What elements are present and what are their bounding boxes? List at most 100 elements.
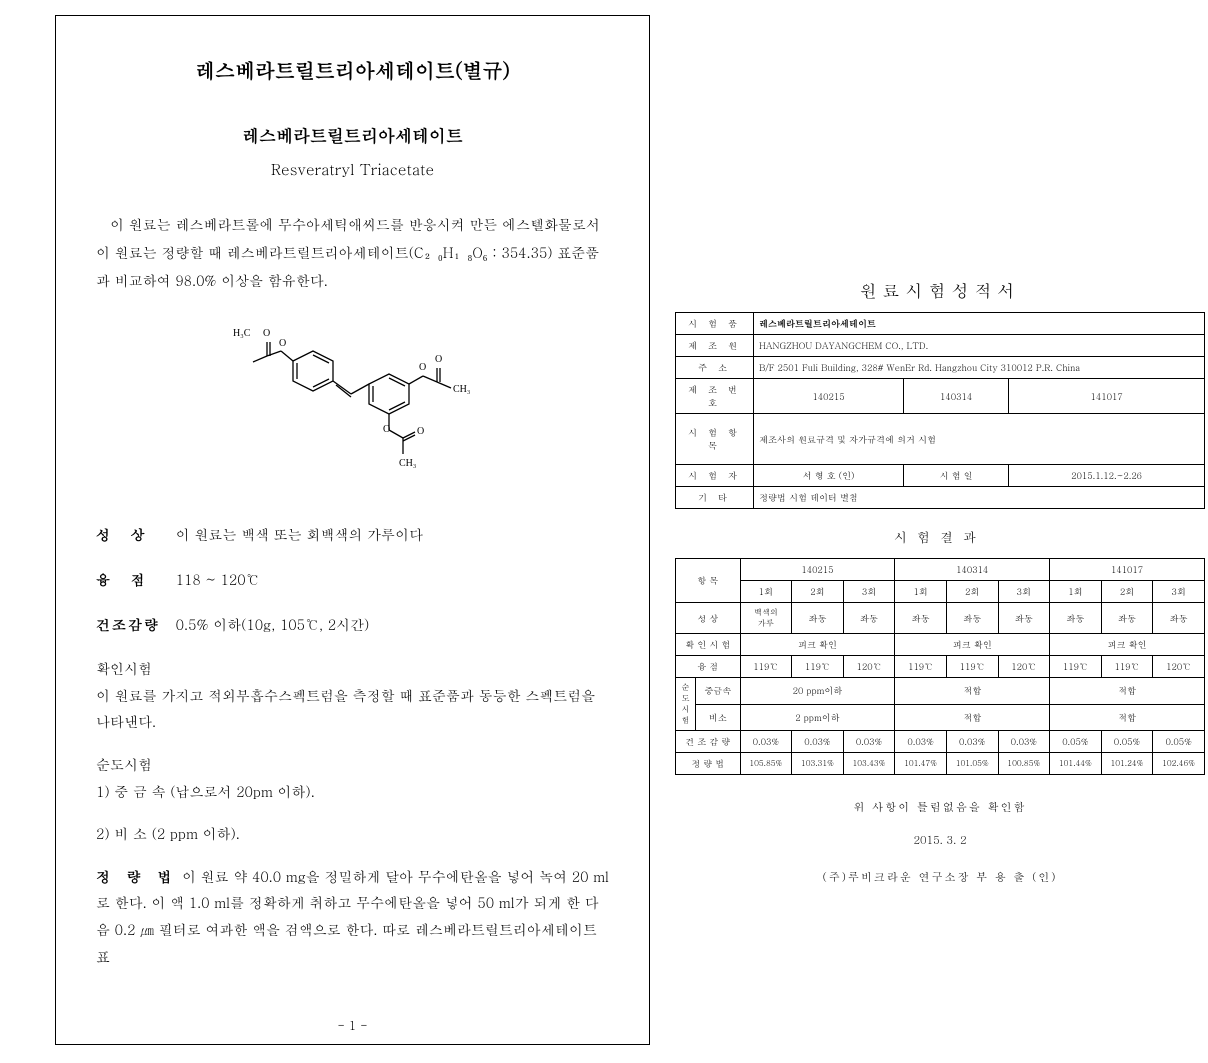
- info-value: 제조사의 원료규격 및 자가규격에 의거 시험: [754, 414, 1205, 465]
- cell: 119℃: [792, 656, 844, 678]
- cell: 0.03%: [998, 731, 1050, 753]
- confirmation-text: 위 사항이 틀림없음을 확인함: [675, 800, 1205, 815]
- table-row: 비소 2 ppm이하 적합 적합: [676, 704, 1205, 731]
- cell: 적합: [895, 678, 1050, 705]
- svg-text:CH₃: CH₃: [453, 384, 470, 395]
- cell: 좌동: [792, 603, 844, 634]
- table-row: 정 량 법 105.85%103.31%103.43% 101.47%101.0…: [676, 753, 1205, 775]
- table-row: 제 조 번 호 140215 140314 141017: [676, 379, 1205, 414]
- svg-text:O: O: [417, 426, 424, 437]
- cell: 101.44%: [1050, 753, 1102, 775]
- info-value: B/F 2501 Fuli Building, 328# WenEr Rd. H…: [754, 357, 1205, 379]
- trial-header: 3회: [843, 581, 895, 603]
- lot-number: 141017: [1009, 379, 1205, 414]
- table-row: 성 상 백색의 가루 좌동좌동 좌동좌동좌동 좌동좌동좌동: [676, 603, 1205, 634]
- page-number: - 1 -: [56, 1015, 649, 1038]
- quantitation-section: 정 량 법 이 원료 약 40.0 mg을 정밀하게 달아 무수에탄올을 넣어 …: [96, 863, 609, 969]
- svg-text:O: O: [419, 362, 426, 373]
- cell: 피크 확인: [740, 634, 895, 656]
- cell: 120℃: [843, 656, 895, 678]
- prop-label: 융 점: [96, 566, 171, 593]
- table-row: 제 조 원HANGZHOU DAYANGCHEM CO., LTD.: [676, 335, 1205, 357]
- cell: 좌동: [1101, 603, 1153, 634]
- row-label: 정 량 법: [676, 753, 741, 775]
- trial-header: 1회: [740, 581, 792, 603]
- cell: 좌동: [1153, 603, 1205, 634]
- cell: 좌동: [843, 603, 895, 634]
- molecule-svg: H₃C O O O O CH₃ O O CH₃: [223, 306, 483, 486]
- cell: 0.03%: [740, 731, 792, 753]
- property-appearance: 성 상 이 원료는 백색 또는 회백색의 가루이다: [96, 521, 609, 548]
- cell: 0.03%: [792, 731, 844, 753]
- cell: 103.31%: [792, 753, 844, 775]
- test-date-label: 시 험 일: [904, 465, 1009, 487]
- lot-number: 140215: [754, 379, 904, 414]
- purity-item-2: 2) 비 소 (2 ppm 이하).: [96, 820, 609, 847]
- cell: 피크 확인: [1050, 634, 1205, 656]
- info-value: HANGZHOU DAYANGCHEM CO., LTD.: [754, 335, 1205, 357]
- cell: 적합: [895, 704, 1050, 731]
- cell: 20 ppm이하: [740, 678, 895, 705]
- cell: 좌동: [998, 603, 1050, 634]
- cell: 0.03%: [843, 731, 895, 753]
- cell: 120℃: [1153, 656, 1205, 678]
- row-group-label: 순도 시험: [676, 678, 696, 731]
- table-row: 시 험 자 서 형 호 (인) 시 험 일 2015.1.12.~2.26: [676, 465, 1205, 487]
- lot-number: 140314: [904, 379, 1009, 414]
- title-main: 레스베라트릴트리아세테이트(별규): [96, 51, 609, 89]
- svg-text:O: O: [263, 328, 270, 339]
- cell: 좌동: [946, 603, 998, 634]
- row-label: 융 점: [676, 656, 741, 678]
- confirm-test-head: 확인시험: [96, 655, 609, 682]
- cell: 백색의 가루: [740, 603, 792, 634]
- cell: 피크 확인: [895, 634, 1050, 656]
- cell: 119℃: [946, 656, 998, 678]
- cell: 100.85%: [998, 753, 1050, 775]
- lot-header: 141017: [1050, 559, 1205, 581]
- cell: 0.05%: [1050, 731, 1102, 753]
- prop-label: 성 상: [96, 521, 171, 548]
- prop-value: 0.5% 이하(10g, 105℃, 2시간): [176, 614, 370, 634]
- info-label: 시 험 품: [676, 313, 754, 335]
- result-title: 시험결과: [675, 527, 1205, 546]
- info-label: 주 소: [676, 357, 754, 379]
- spec-document: 레스베라트릴트리아세테이트(별규) 레스베라트릴트리아세테이트 Resverat…: [55, 15, 650, 1045]
- property-lossdrying: 건조감량 0.5% 이하(10g, 105℃, 2시간): [96, 611, 609, 638]
- signature-line: (주)루비크라운 연구소장 부 용 출 (인): [675, 870, 1205, 885]
- svg-text:CH₃: CH₃: [399, 458, 416, 469]
- cell: 105.85%: [740, 753, 792, 775]
- cell: 102.46%: [1153, 753, 1205, 775]
- lot-header: 140215: [740, 559, 895, 581]
- cell: 101.47%: [895, 753, 947, 775]
- table-row: 항 목 140215 140314 141017: [676, 559, 1205, 581]
- cell: 119℃: [1101, 656, 1153, 678]
- test-date: 2015.1.12.~2.26: [1009, 465, 1205, 487]
- info-label: 시 험 항 목: [676, 414, 754, 465]
- cell: 2 ppm이하: [740, 704, 895, 731]
- trial-header: 2회: [946, 581, 998, 603]
- cell: 101.24%: [1101, 753, 1153, 775]
- info-label: 기 타: [676, 487, 754, 509]
- prop-value: 118 ~ 120℃: [176, 569, 260, 589]
- info-label: 시 험 자: [676, 465, 754, 487]
- row-label: 확 인 시 험: [676, 634, 741, 656]
- cell: 적합: [1050, 678, 1205, 705]
- confirm-test-body: 이 원료를 가지고 적외부흡수스펙트럼을 측정할 때 표준품과 동등한 스펙트럼…: [96, 682, 609, 735]
- trial-header: 3회: [998, 581, 1050, 603]
- table-row: 확 인 시 험 피크 확인 피크 확인 피크 확인: [676, 634, 1205, 656]
- trial-header: 3회: [1153, 581, 1205, 603]
- info-value: 레스베라트릴트리아세테이트: [754, 313, 1205, 335]
- row-label: 건 조 감 량: [676, 731, 741, 753]
- title-sub: 레스베라트릴트리아세테이트: [96, 119, 609, 151]
- molecule-structure: H₃C O O O O CH₃ O O CH₃: [96, 306, 609, 494]
- prop-label: 건조감량: [96, 611, 171, 638]
- cell: 0.05%: [1153, 731, 1205, 753]
- cell: 119℃: [740, 656, 792, 678]
- table-row: 순도 시험 중금속 20 ppm이하 적합 적합: [676, 678, 1205, 705]
- col-header: 항 목: [676, 559, 741, 603]
- svg-text:O: O: [279, 338, 286, 349]
- row-label: 성 상: [676, 603, 741, 634]
- cell: 좌동: [1050, 603, 1102, 634]
- lot-header: 140314: [895, 559, 1050, 581]
- test-report: 원료시험성적서 시 험 품레스베라트릴트리아세테이트 제 조 원HANGZHOU…: [675, 278, 1205, 885]
